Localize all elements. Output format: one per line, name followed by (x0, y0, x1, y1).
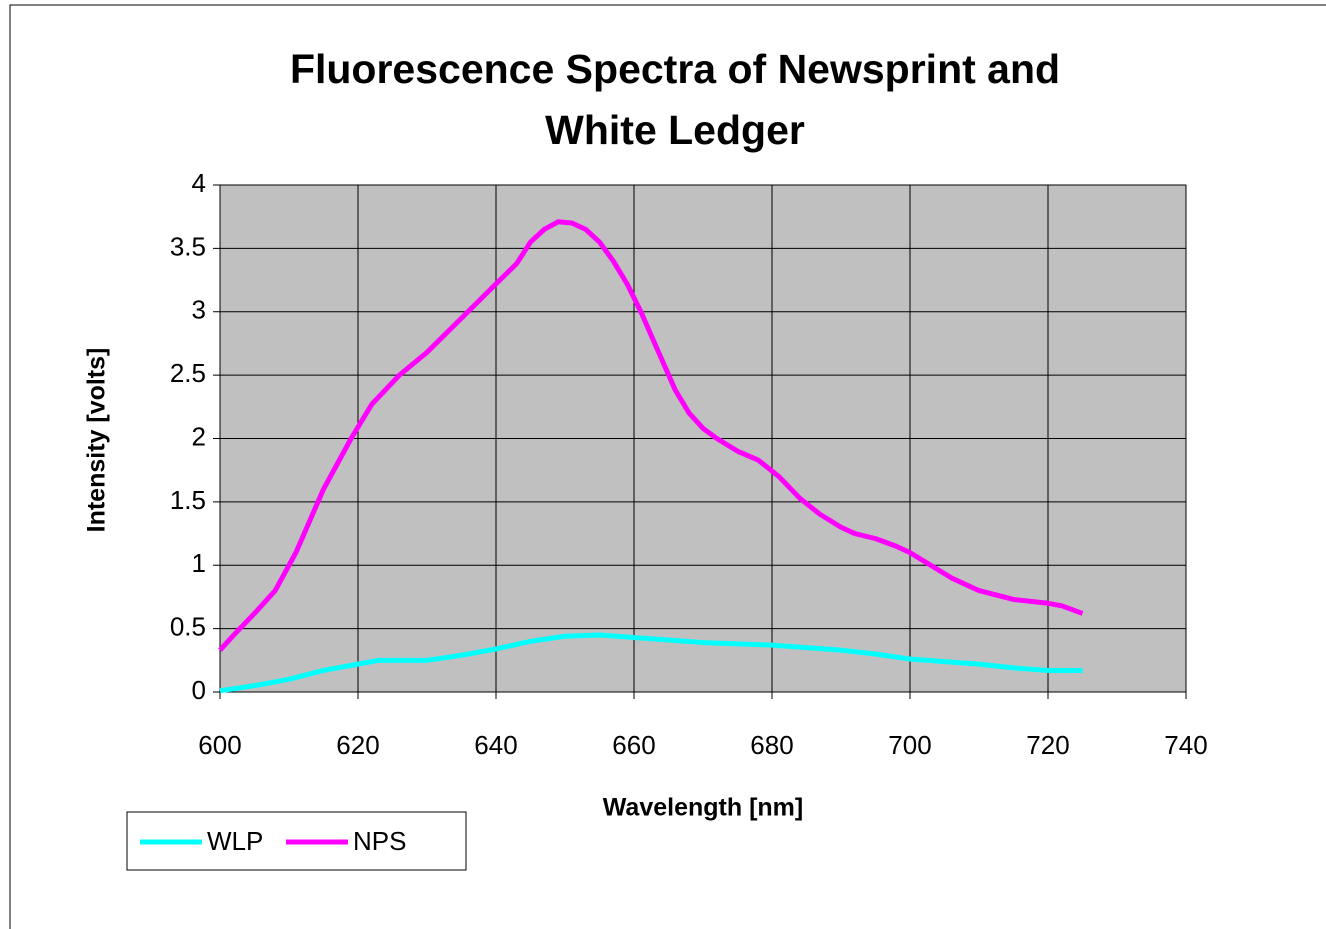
y-tick-label: 3.5 (170, 231, 206, 261)
y-tick-label: 3 (192, 295, 206, 325)
x-tick-label: 680 (750, 730, 793, 760)
chart-title: Fluorescence Spectra of Newsprint and (290, 46, 1060, 92)
chart-border (9, 4, 1326, 929)
x-tick-label: 740 (1164, 730, 1207, 760)
y-tick-label: 2.5 (170, 358, 206, 388)
legend-label: WLP (207, 826, 263, 856)
x-axis-label: Wavelength [nm] (603, 794, 803, 822)
x-tick-label: 700 (888, 730, 931, 760)
y-tick-label: 1.5 (170, 485, 206, 515)
line-series (218, 219, 1084, 652)
y-tick-label: 0.5 (170, 612, 206, 642)
y-axis-label: Intensity [volts] (83, 348, 111, 533)
x-tick-label: 660 (612, 730, 655, 760)
x-tick-label: 620 (336, 730, 379, 760)
x-tick-label: 600 (198, 730, 241, 760)
x-tick-label: 640 (474, 730, 517, 760)
line-series (219, 632, 1083, 694)
y-tick-label: 4 (192, 168, 206, 198)
x-tick-label: 720 (1026, 730, 1069, 760)
chart-title: White Ledger (545, 107, 805, 153)
y-tick-label: 2 (192, 421, 206, 451)
y-tick-label: 0 (192, 675, 206, 705)
legend-label: NPS (353, 826, 406, 856)
y-tick-label: 1 (192, 548, 206, 578)
